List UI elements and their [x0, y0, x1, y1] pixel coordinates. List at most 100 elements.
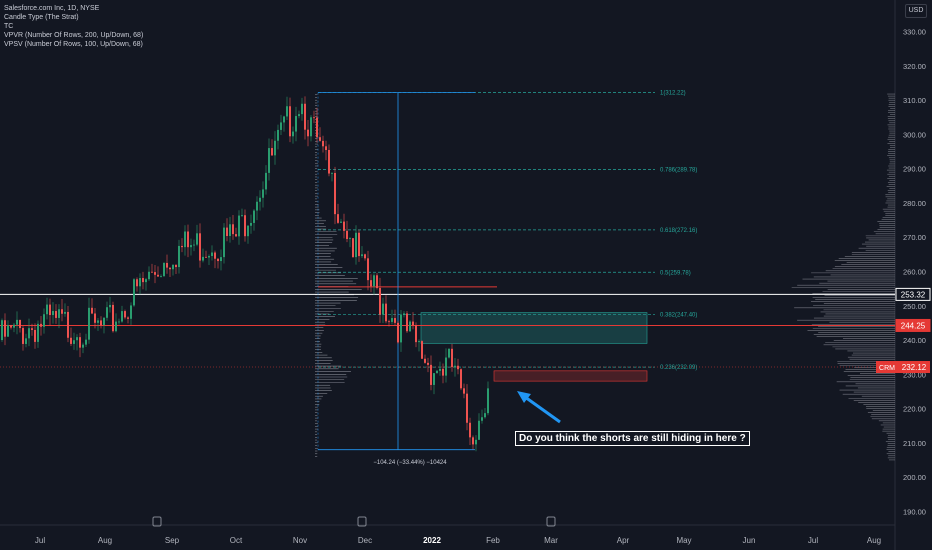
candle-body — [28, 328, 30, 339]
candle-body — [16, 319, 18, 325]
candle-body — [385, 303, 387, 322]
red-zone — [493, 370, 648, 382]
annotation-arrow — [524, 395, 561, 424]
candle-body — [463, 388, 465, 394]
y-tick-label: 270.00 — [903, 233, 926, 242]
candle-body — [301, 103, 303, 115]
candle-body — [466, 393, 468, 423]
candle-body — [73, 340, 75, 344]
candle-body — [40, 323, 42, 327]
earnings-marker-icon — [152, 516, 162, 527]
candle-body — [115, 321, 117, 332]
candle-body — [151, 271, 153, 273]
candle-body — [442, 368, 444, 376]
candle-body — [262, 189, 264, 198]
candle-body — [391, 318, 393, 322]
candle-body — [238, 215, 240, 237]
y-tick-label: 220.00 — [903, 405, 926, 414]
candle-body — [94, 313, 96, 323]
candle-body — [259, 197, 261, 202]
candle-body — [205, 256, 207, 258]
fib-level-label: 0.5(259.78) — [660, 270, 691, 276]
candle-body — [208, 256, 210, 258]
candle-body — [166, 262, 168, 268]
candle-body — [232, 224, 234, 235]
y-tick-label: 240.00 — [903, 336, 926, 345]
candle-body — [421, 341, 423, 359]
candle-body — [46, 304, 48, 315]
candle-body — [7, 325, 9, 337]
candle-body — [478, 420, 480, 440]
candle-body — [460, 369, 462, 389]
candle-body — [409, 321, 411, 332]
y-tick-label: 300.00 — [903, 130, 926, 139]
candle-body — [376, 275, 378, 289]
candle-body — [19, 319, 21, 329]
fib-level-label: 0.786(289.78) — [660, 167, 697, 173]
candle-body — [292, 131, 294, 137]
candle-body — [88, 307, 90, 340]
candle-body — [364, 254, 366, 259]
candle-body — [58, 309, 60, 318]
indicator-tc[interactable]: TC — [4, 23, 14, 30]
candle-body — [31, 328, 33, 330]
candle-body — [424, 358, 426, 363]
candle-body — [304, 103, 306, 130]
candle-body — [445, 357, 447, 376]
candle-body — [55, 311, 57, 318]
indicator-vpsv[interactable]: VPSV (Number Of Rows, 100, Up/Down, 68) — [4, 41, 143, 48]
annotation-note[interactable]: Do you think the shorts are still hiding… — [515, 431, 750, 446]
candle-body — [247, 225, 249, 237]
candle-body — [235, 234, 237, 237]
x-tick-label: 2022 — [423, 536, 441, 545]
candle-body — [406, 313, 408, 332]
price-badge-label: 244.25 — [901, 321, 926, 330]
candle-body — [457, 365, 459, 370]
candle-body — [25, 338, 27, 344]
candle-body — [436, 370, 438, 374]
x-tick-label: Jul — [808, 536, 818, 545]
x-tick-label: Mar — [544, 536, 558, 545]
candle-body — [139, 278, 141, 287]
price-badge-label: 253.32 — [901, 290, 926, 299]
currency-button[interactable]: USD — [905, 4, 927, 18]
candle-body — [379, 288, 381, 315]
x-tick-label: Jun — [743, 536, 756, 545]
candle-body — [412, 321, 414, 326]
x-tick-label: Jul — [35, 536, 45, 545]
candle-body — [79, 337, 81, 348]
candle-body — [355, 232, 357, 258]
x-tick-label: Feb — [486, 536, 500, 545]
candle-body — [199, 233, 201, 261]
candle-body — [169, 267, 171, 270]
symbol-badge-label: CRM — [879, 365, 895, 372]
candle-body — [103, 317, 105, 326]
candle-body — [298, 114, 300, 117]
indicator-vpvr[interactable]: VPVR (Number Of Rows, 200, Up/Down, 68) — [4, 32, 144, 39]
candle-body — [268, 148, 270, 173]
candle-body — [400, 314, 402, 343]
price-badge — [895, 318, 931, 332]
x-tick-label: Aug — [867, 536, 881, 545]
candle-body — [13, 324, 15, 328]
candle-body — [430, 364, 432, 385]
candle-body — [271, 148, 273, 156]
symbol-title[interactable]: Salesforce.com Inc, 1D, NYSE — [4, 5, 100, 12]
earnings-marker-icon — [357, 516, 367, 527]
candle-body — [340, 221, 342, 223]
y-tick-label: 280.00 — [903, 199, 926, 208]
x-tick-label: May — [676, 536, 691, 545]
x-tick-label: Oct — [230, 536, 243, 545]
candle-body — [382, 303, 384, 315]
candle-body — [433, 373, 435, 385]
indicator-candle-type[interactable]: Candle Type (The Strat) — [4, 14, 79, 21]
candle-body — [244, 215, 246, 237]
y-tick-label: 320.00 — [903, 62, 926, 71]
candle-body — [1, 320, 3, 341]
candle-body — [481, 417, 483, 421]
candle-body — [37, 323, 39, 342]
candle-body — [4, 320, 6, 337]
candle-body — [415, 325, 417, 343]
candle-body — [178, 245, 180, 268]
